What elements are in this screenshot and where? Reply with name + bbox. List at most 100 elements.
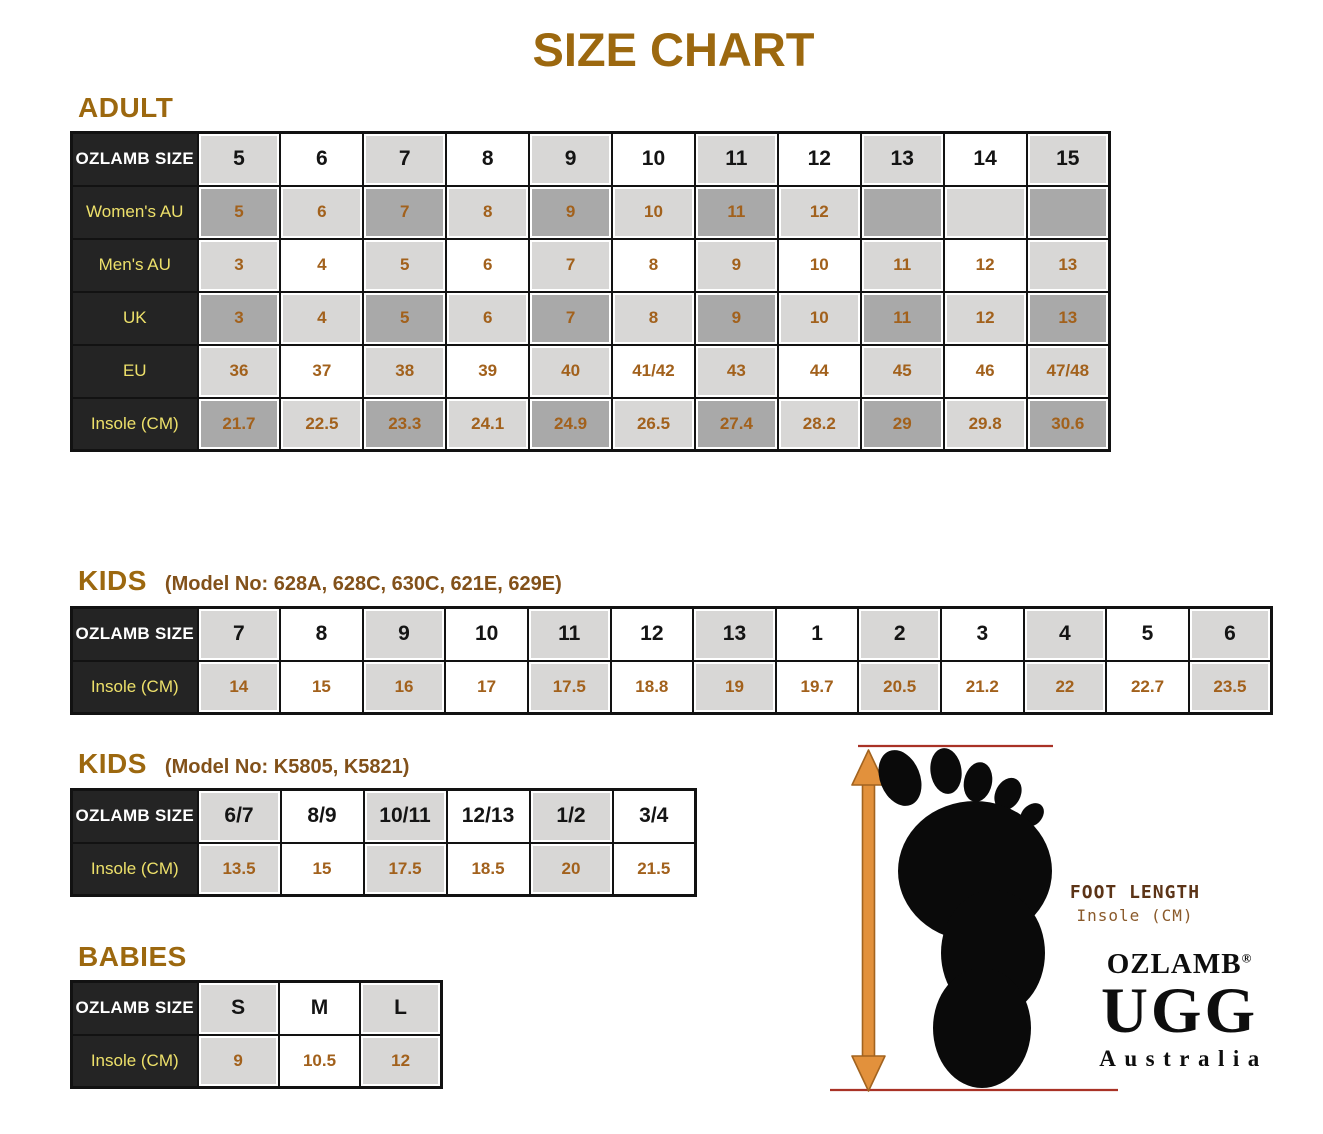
value-cell-text: 7 bbox=[366, 188, 444, 236]
header-row: OZLAMB SIZE 7 8 9 10 11 12 13 1 2 3 4 5 6 bbox=[70, 606, 1273, 662]
value-cell-text: 39 bbox=[449, 347, 527, 395]
adult-size-table: OZLAMB SIZE 5 6 7 8 9 10 11 12 13 14 15 Women's AU 5 6… bbox=[70, 131, 1111, 452]
row-label-cell-text: Insole (CM) bbox=[90, 413, 179, 433]
size-header-cell-text: L bbox=[363, 985, 438, 1032]
size-system-header-cell-text: OZLAMB SIZE bbox=[75, 149, 194, 169]
size-header-cell: 9 bbox=[361, 606, 447, 662]
value-cell: 22.5 bbox=[279, 396, 365, 452]
value-cell: 29 bbox=[859, 396, 945, 452]
size-header-cell-text: M bbox=[281, 985, 358, 1032]
value-cell-text: 9 bbox=[532, 188, 610, 236]
value-cell: 21.7 bbox=[196, 396, 282, 452]
value-cell: 36 bbox=[196, 343, 282, 399]
value-cell: 12 bbox=[359, 1033, 443, 1089]
value-cell-text: 38 bbox=[366, 347, 444, 395]
size-header-cell: M bbox=[277, 980, 362, 1036]
size-header-cell-text: 6 bbox=[1191, 611, 1268, 658]
kids-a-heading-text: KIDS bbox=[78, 565, 147, 596]
size-header-cell-text: 8/9 bbox=[283, 793, 361, 840]
value-cell: 5 bbox=[196, 184, 282, 240]
row-label-cell: Women's AU bbox=[70, 184, 199, 240]
babies-heading-text: BABIES bbox=[78, 941, 187, 972]
size-header-cell-text: 15 bbox=[1029, 136, 1106, 183]
brand-australia: Australia bbox=[1099, 1045, 1268, 1071]
size-header-cell: 8 bbox=[445, 131, 531, 187]
value-cell: 3 bbox=[196, 237, 282, 293]
size-header-cell-text: 1 bbox=[778, 611, 856, 658]
value-cell: 5 bbox=[362, 237, 448, 293]
row-label-cell: Insole (CM) bbox=[70, 659, 199, 715]
value-cell-text: 28.2 bbox=[780, 400, 858, 447]
value-cell: 9 bbox=[528, 184, 614, 240]
value-cell: 46 bbox=[942, 343, 1028, 399]
kids-b-heading-text: KIDS bbox=[78, 748, 147, 779]
value-cell: 45 bbox=[859, 343, 945, 399]
brand-logo: OZLAMB® UGG Australia bbox=[1072, 948, 1287, 1072]
value-cell-text: 27.4 bbox=[697, 400, 775, 447]
size-header-cell: 1/2 bbox=[528, 788, 614, 844]
value-cell-text: 23.3 bbox=[366, 400, 444, 447]
size-header-cell: 2 bbox=[857, 606, 942, 662]
value-cell-text: 22.7 bbox=[1109, 663, 1186, 710]
size-system-header-cell-text: OZLAMB SIZE bbox=[75, 806, 194, 826]
table-row: Insole (CM) 9 10.5 12 bbox=[70, 1033, 443, 1089]
value-cell: 8 bbox=[611, 237, 696, 293]
value-cell-text: 6 bbox=[449, 241, 527, 289]
value-cell: 11 bbox=[693, 184, 779, 240]
adult-heading-text: ADULT bbox=[78, 92, 174, 123]
size-header-cell-text: 13 bbox=[863, 136, 941, 183]
value-cell-text: 13.5 bbox=[200, 845, 278, 892]
value-cell: 14 bbox=[196, 659, 282, 715]
brand-ugg: UGG bbox=[1100, 975, 1259, 1047]
table-row: UK 3 4 5 6 7 8 9 10 11 12 13 bbox=[70, 290, 1111, 346]
value-cell: 11 bbox=[859, 290, 945, 346]
value-cell: 4 bbox=[279, 237, 365, 293]
size-system-header-cell-text: OZLAMB SIZE bbox=[75, 998, 194, 1018]
size-header-cell-text: 10 bbox=[615, 136, 692, 183]
header-row: OZLAMB SIZE 5 6 7 8 9 10 11 12 13 14 15 bbox=[70, 131, 1111, 187]
value-cell-text: 15 bbox=[283, 845, 361, 892]
table-row: Insole (CM) 21.7 22.5 23.3 24.1 24.9 26.5 27.4 2… bbox=[70, 396, 1111, 452]
row-label-cell: EU bbox=[70, 343, 199, 399]
brand-ozlamb-text: OZLAMB bbox=[1106, 948, 1242, 980]
value-cell-text: 5 bbox=[366, 241, 444, 289]
size-header-cell-text: 12 bbox=[613, 611, 691, 658]
value-cell-text: 12 bbox=[946, 241, 1024, 289]
size-header-cell: 6 bbox=[279, 131, 365, 187]
size-header-cell: 6/7 bbox=[196, 788, 282, 844]
kids-b-model-note: (Model No: K5805, K5821) bbox=[164, 756, 410, 778]
value-cell-text: 11 bbox=[697, 188, 775, 236]
size-header-cell-text: 6 bbox=[283, 136, 361, 183]
value-cell: 21.2 bbox=[939, 659, 1025, 715]
size-header-cell: 12 bbox=[776, 131, 862, 187]
value-cell-text: 47/48 bbox=[1029, 347, 1106, 395]
value-cell: 39 bbox=[445, 343, 531, 399]
value-cell-text: 24.1 bbox=[449, 400, 527, 447]
size-header-cell: S bbox=[196, 980, 280, 1036]
value-cell: 9 bbox=[196, 1033, 280, 1089]
value-cell: 15 bbox=[279, 841, 365, 897]
kids-a-size-table: OZLAMB SIZE 7 8 9 10 11 12 13 1 2 3 4 5 6 Insole (CM) 1… bbox=[70, 606, 1273, 715]
size-system-header-cell: OZLAMB SIZE bbox=[70, 980, 199, 1036]
value-cell bbox=[942, 184, 1028, 240]
value-cell: 47/48 bbox=[1025, 343, 1111, 399]
foot-measurement-graphic bbox=[830, 744, 1118, 1092]
value-cell-text: 9 bbox=[200, 1037, 276, 1084]
row-label-cell-text: Men's AU bbox=[98, 255, 171, 274]
size-header-cell-text: 3/4 bbox=[615, 793, 692, 840]
value-cell: 27.4 bbox=[693, 396, 779, 452]
value-cell: 40 bbox=[528, 343, 614, 399]
value-cell: 30.6 bbox=[1025, 396, 1111, 452]
size-header-cell-text: 1/2 bbox=[532, 793, 610, 840]
size-header-cell: 12/13 bbox=[445, 788, 531, 844]
table-row: Men's AU 3 4 5 6 7 8 9 10 11 12 13 bbox=[70, 237, 1111, 293]
size-system-header-cell-text: OZLAMB SIZE bbox=[75, 624, 194, 644]
value-cell: 41/42 bbox=[611, 343, 696, 399]
size-header-cell-text: 7 bbox=[200, 611, 278, 658]
value-cell-text: 8 bbox=[449, 188, 527, 236]
kids-b-size-table: OZLAMB SIZE 6/7 8/9 10/11 12/13 1/2 3/4 Insole … bbox=[70, 788, 697, 897]
row-label-cell: Insole (CM) bbox=[70, 1033, 199, 1089]
value-cell-text: 45 bbox=[863, 347, 941, 395]
value-cell-text: 7 bbox=[532, 294, 610, 342]
value-cell: 8 bbox=[611, 290, 696, 346]
